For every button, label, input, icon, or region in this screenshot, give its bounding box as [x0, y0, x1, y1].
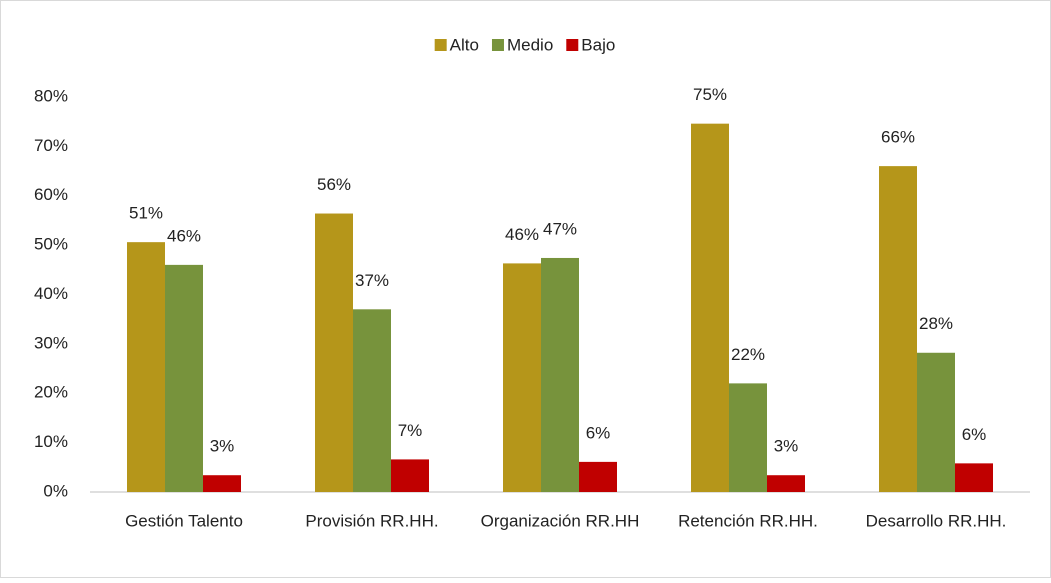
data-label: 46% [505, 225, 539, 244]
y-tick-label: 20% [34, 383, 68, 402]
bar [127, 242, 165, 492]
y-tick-label: 80% [34, 86, 68, 105]
data-label: 7% [398, 421, 423, 440]
legend-swatch [491, 39, 504, 51]
data-label: 47% [543, 219, 577, 238]
x-tick-label: Provisión RR.HH. [305, 511, 438, 530]
bar [579, 461, 617, 492]
bar [203, 475, 241, 492]
bar [165, 264, 203, 492]
data-label: 22% [731, 345, 765, 364]
bar [955, 463, 993, 492]
bar [315, 213, 353, 492]
data-label: 66% [881, 128, 915, 147]
legend-swatch [434, 39, 447, 51]
legend-swatch [566, 39, 579, 51]
legend-label: Alto [450, 35, 479, 54]
bar [353, 309, 391, 492]
bar [917, 352, 955, 492]
bar [729, 383, 767, 492]
bar [541, 257, 579, 492]
bar [879, 166, 917, 492]
x-tick-label: Gestión Talento [125, 511, 243, 530]
y-tick-label: 50% [34, 235, 68, 254]
bar [691, 123, 729, 492]
y-tick-label: 30% [34, 333, 68, 352]
data-label: 75% [693, 85, 727, 104]
x-tick-label: Desarrollo RR.HH. [866, 511, 1007, 530]
data-label: 3% [774, 437, 799, 456]
data-label: 28% [919, 314, 953, 333]
legend-label: Medio [507, 35, 553, 54]
y-tick-label: 60% [34, 185, 68, 204]
data-label: 3% [210, 437, 235, 456]
data-label: 46% [167, 226, 201, 245]
data-label: 51% [129, 204, 163, 223]
y-tick-label: 0% [43, 481, 68, 500]
data-label: 37% [355, 271, 389, 290]
data-label: 6% [962, 425, 987, 444]
bar [767, 475, 805, 492]
y-tick-label: 10% [34, 432, 68, 451]
x-tick-label: Organización RR.HH [481, 511, 640, 530]
legend-label: Bajo [581, 35, 615, 54]
bar [391, 459, 429, 492]
data-label: 56% [317, 175, 351, 194]
data-label: 6% [586, 423, 611, 442]
x-tick-label: Retención RR.HH. [678, 511, 818, 530]
bar [503, 263, 541, 492]
y-tick-label: 40% [34, 284, 68, 303]
y-tick-label: 70% [34, 136, 68, 155]
